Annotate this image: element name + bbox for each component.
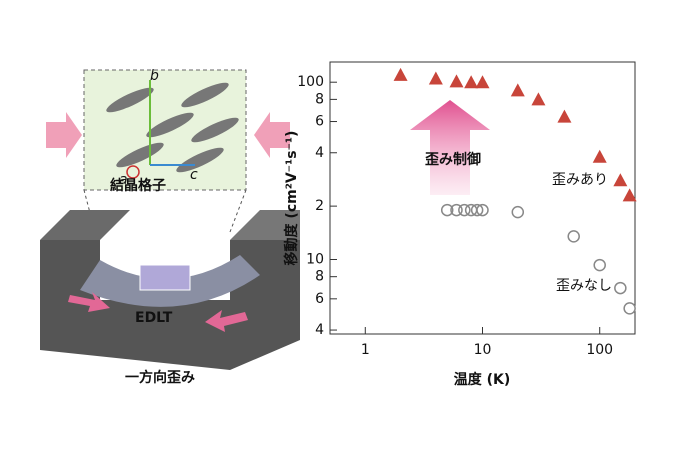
x-tick-label: 10	[474, 342, 492, 358]
y-tick-label: 10	[306, 251, 324, 267]
molecules	[106, 82, 239, 173]
data-point	[567, 230, 580, 243]
y-axis-label: 移動度 (cm²V⁻¹s⁻¹)	[283, 131, 300, 266]
legend-label: 歪みなし	[556, 278, 612, 294]
y-tick-label: 6	[315, 114, 324, 130]
y-tick-label: 8	[315, 91, 324, 107]
data-point	[614, 281, 627, 295]
data-point	[613, 173, 628, 187]
data-point	[531, 92, 546, 106]
data-point	[557, 109, 572, 123]
data-point	[428, 71, 443, 85]
strain-arrow	[68, 292, 110, 312]
data-point	[593, 258, 606, 272]
y-tick-label: 4	[315, 322, 324, 338]
data-point	[470, 203, 484, 217]
block	[230, 210, 300, 240]
press-arrow	[46, 112, 82, 158]
x-tick-label: 1	[361, 342, 370, 358]
y-tick-label: 100	[297, 74, 324, 90]
y-tick-label: 2	[315, 198, 324, 214]
y-tick-label: 6	[315, 291, 324, 307]
data-point	[623, 302, 636, 315]
y-tick-label: 8	[315, 269, 324, 285]
x-axis-label: 温度 (K)	[454, 371, 511, 388]
control-arrow	[410, 100, 490, 195]
zoom-line	[229, 189, 247, 233]
lattice-label: 結晶格子	[110, 177, 166, 194]
x-tick-label: 100	[586, 342, 613, 358]
block	[40, 210, 130, 240]
data-point	[592, 149, 607, 163]
press-arrow	[254, 112, 290, 158]
caption: 一方向歪み	[125, 369, 195, 386]
data-point	[476, 203, 489, 217]
device	[139, 264, 191, 291]
chart: 歪み制御 歪みあり 歪みなし 温度 (K) 移動度 (cm²V⁻¹s⁻¹) 1 1…	[283, 61, 637, 388]
device-label: EDLT	[135, 310, 173, 326]
axis-label: b	[150, 68, 159, 84]
data-point	[511, 205, 525, 219]
y-tick-label: 4	[315, 145, 324, 161]
data-point	[393, 67, 408, 81]
axis-a	[126, 165, 140, 179]
data-point	[450, 203, 463, 217]
strain-arrow	[205, 310, 248, 332]
data-point	[449, 74, 464, 88]
data-point	[510, 83, 525, 97]
data-point	[475, 75, 490, 89]
illustration: b c a 結晶格子 EDLT 一方向歪み	[40, 68, 300, 386]
data-point	[458, 203, 471, 217]
data-point	[622, 188, 637, 202]
data-point	[464, 75, 479, 89]
legend-label: 歪みあり	[552, 172, 608, 188]
axis-label: a	[119, 172, 128, 188]
data-point	[440, 203, 454, 217]
axis-label: c	[190, 167, 198, 183]
annotation: 歪み制御	[425, 151, 481, 168]
